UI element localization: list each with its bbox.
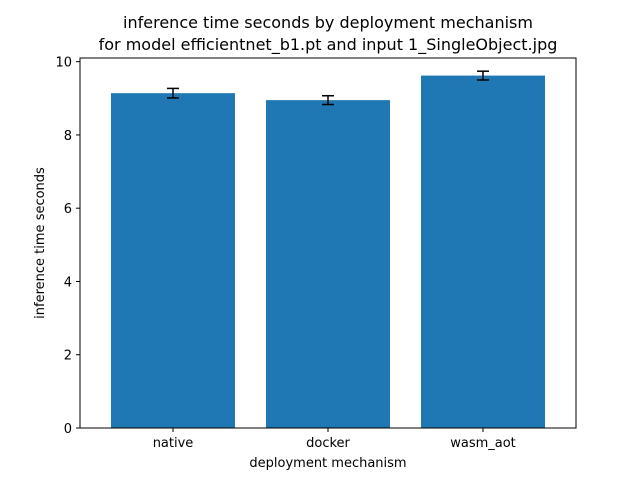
x-tick-label: wasm_aot xyxy=(450,436,516,451)
chart-title: inference time seconds by deployment mec… xyxy=(123,13,533,32)
bar-docker xyxy=(266,100,390,428)
y-tick-label: 6 xyxy=(64,202,72,217)
bar-native xyxy=(111,93,235,428)
y-axis-label: inference time seconds xyxy=(33,167,48,319)
bars-group xyxy=(111,75,545,428)
y-axis-ticks: 0 2 4 6 8 10 xyxy=(55,56,80,437)
bar-wasm_aot xyxy=(421,75,545,428)
error-bar-wasm_aot xyxy=(477,70,489,81)
errorbars-group xyxy=(167,70,489,106)
y-tick-label: 2 xyxy=(64,349,72,364)
error-bar-docker xyxy=(322,94,334,106)
y-tick-label: 10 xyxy=(55,56,72,71)
x-tick-label: native xyxy=(153,436,194,451)
y-tick-label: 0 xyxy=(64,422,72,437)
chart-subtitle: for model efficientnet_b1.pt and input 1… xyxy=(99,35,558,55)
x-tick-label: docker xyxy=(306,436,350,451)
y-tick-label: 8 xyxy=(64,129,72,144)
y-tick-label: 4 xyxy=(64,275,72,290)
x-axis-label: deployment mechanism xyxy=(249,456,406,471)
x-axis-ticks: native docker wasm_aot xyxy=(153,428,516,451)
error-bar-native xyxy=(167,87,179,99)
